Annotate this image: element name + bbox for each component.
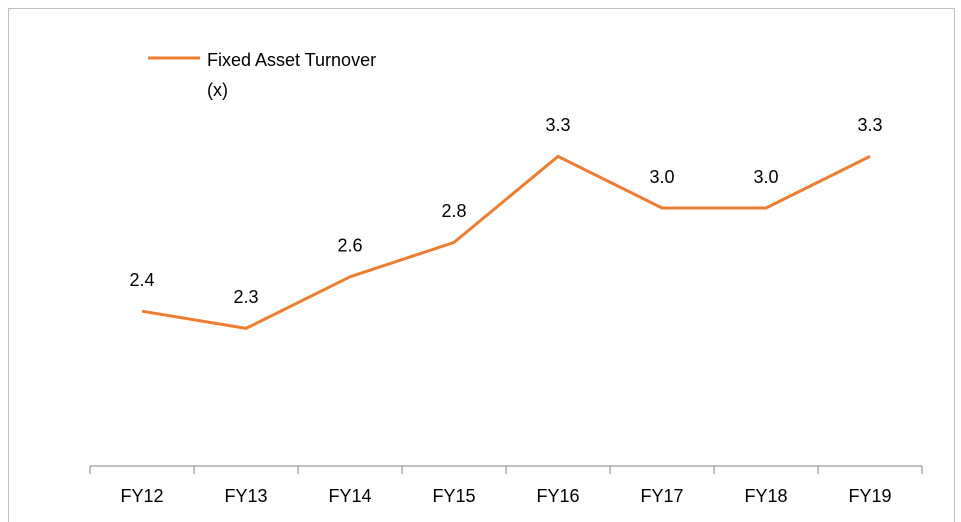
data-label: 2.4 <box>129 270 154 290</box>
data-label: 3.0 <box>753 167 778 187</box>
data-line <box>141 154 871 330</box>
x-tick-label: FY18 <box>744 486 787 506</box>
data-label: 2.8 <box>441 201 466 221</box>
legend-label: Fixed Asset Turnover (x) <box>207 50 377 100</box>
data-label: 2.6 <box>337 236 362 256</box>
x-tick-label: FY15 <box>432 486 475 506</box>
chart-frame <box>8 8 955 522</box>
x-tick-label: FY12 <box>120 486 163 506</box>
data-label: 3.3 <box>857 115 882 135</box>
data-label: 2.3 <box>233 287 258 307</box>
data-label: 3.0 <box>649 167 674 187</box>
x-tick-label: FY13 <box>224 486 267 506</box>
data-label: 3.3 <box>545 115 570 135</box>
x-tick-label: FY19 <box>848 486 891 506</box>
x-tick-label: FY14 <box>328 486 371 506</box>
x-tick-label: FY16 <box>536 486 579 506</box>
x-tick-label: FY17 <box>640 486 683 506</box>
